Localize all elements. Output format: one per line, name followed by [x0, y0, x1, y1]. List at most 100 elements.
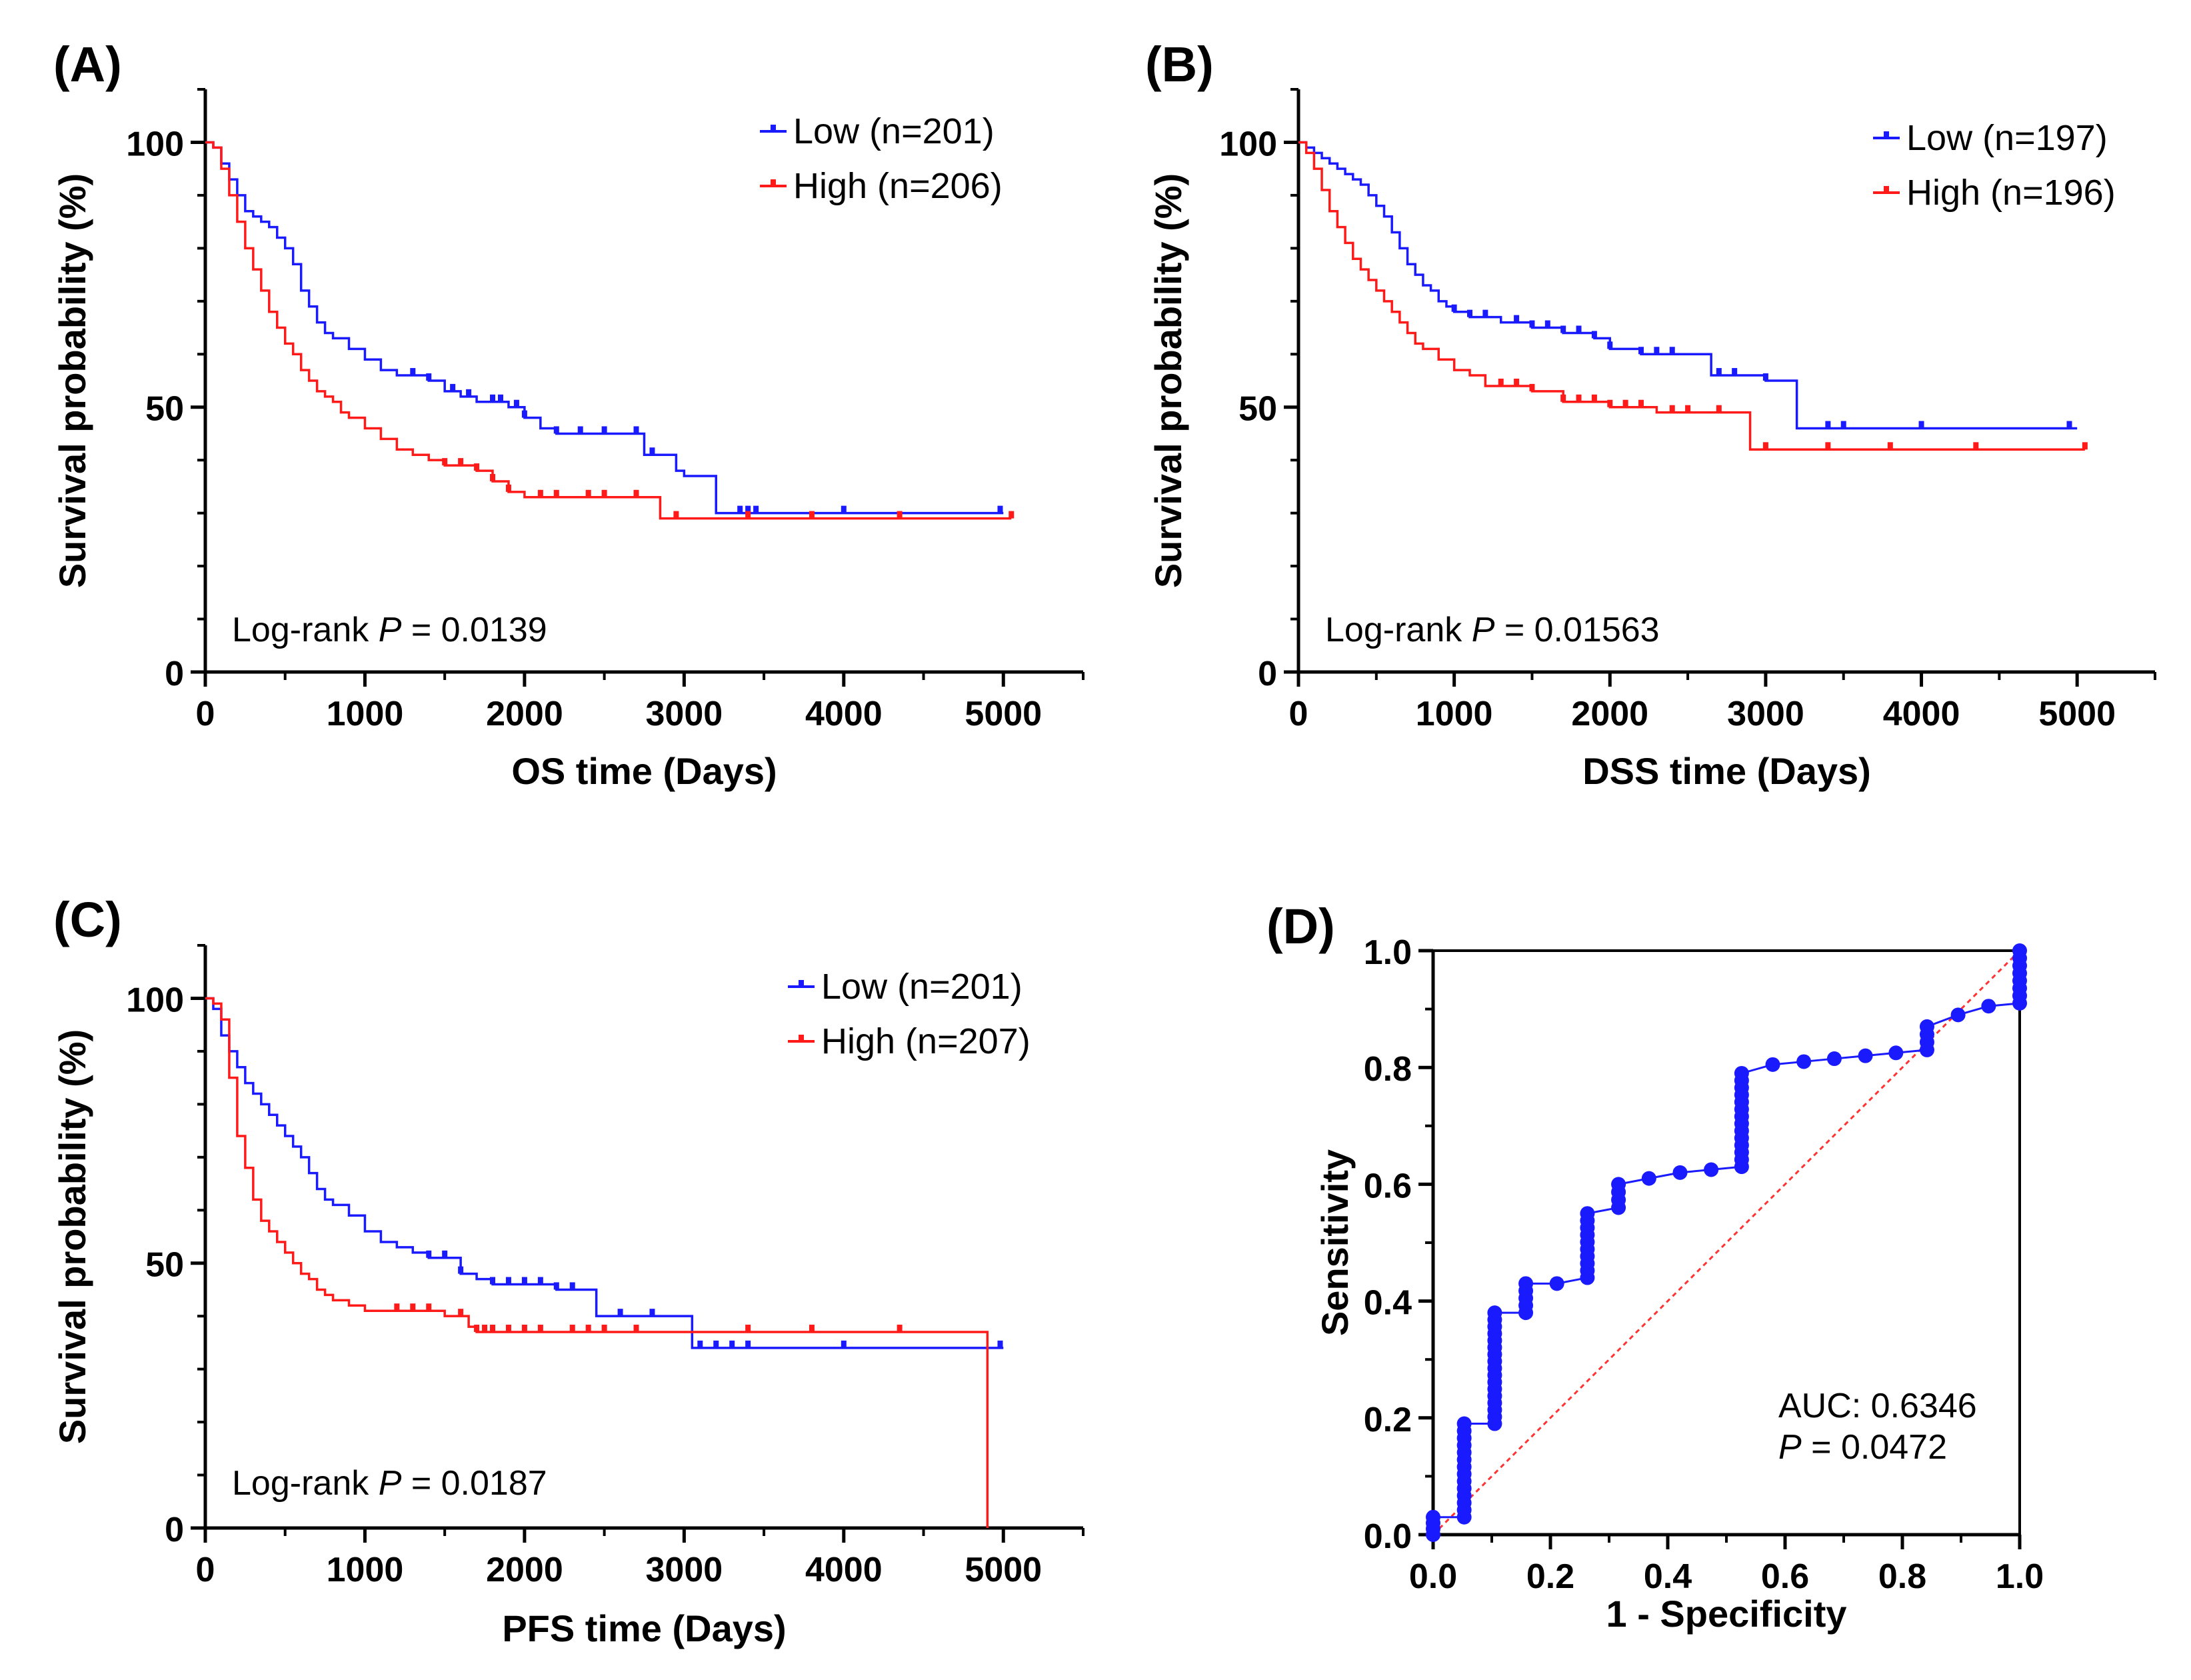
annotation-value: = 0.01563	[1494, 611, 1659, 649]
censor-mark-high	[1498, 378, 1504, 386]
censor-mark-low	[505, 1277, 511, 1285]
roc-point	[1518, 1276, 1534, 1291]
y-tick-label: 0	[165, 655, 184, 693]
censor-mark-high	[1591, 394, 1597, 402]
censor-mark-high	[2082, 442, 2088, 450]
roc-point	[1888, 1045, 1904, 1061]
roc-point	[1426, 1509, 1440, 1525]
censor-mark-high	[458, 458, 464, 466]
censor-mark-high	[809, 1325, 815, 1333]
x-tick-label: 4000	[805, 1551, 883, 1589]
p-value-annotation: Log-rank P = 0.01563	[1325, 611, 1660, 649]
x-tick-label: 5000	[2038, 695, 2116, 733]
x-tick-label: 2000	[486, 695, 563, 733]
censor-mark-high	[474, 1325, 480, 1333]
censor-mark-low	[1654, 347, 1660, 355]
censor-mark-low	[577, 426, 583, 434]
legend-marker-low	[1884, 131, 1889, 138]
censor-mark-low	[1529, 320, 1535, 328]
annotation-p: P	[379, 611, 402, 649]
y-tick-label: 0	[165, 1511, 184, 1549]
y-tick-label: 100	[126, 981, 184, 1019]
censor-mark-low	[2066, 421, 2072, 429]
roc-point	[1734, 1065, 1749, 1081]
y-tick-label: 100	[1219, 125, 1277, 163]
x-tick-label: 5000	[965, 695, 1042, 733]
censor-mark-low	[1607, 341, 1613, 349]
legend-marker-low	[799, 980, 804, 987]
roc-point	[1580, 1206, 1595, 1221]
censor-mark-low	[713, 1340, 719, 1348]
x-axis-title: DSS time (Days)	[1582, 750, 1871, 792]
censor-mark-high	[1622, 399, 1628, 407]
panel-label: (A)	[53, 37, 122, 92]
censor-mark-low	[1840, 421, 1846, 429]
x-tick-label: 0.4	[1644, 1557, 1692, 1596]
auc-annotation: AUC: 0.6346	[1778, 1387, 1977, 1425]
censor-mark-low	[649, 1309, 655, 1317]
censor-mark-low	[553, 1282, 559, 1290]
km-curve-low	[205, 997, 1004, 1349]
legend-marker-high	[799, 1035, 804, 1041]
censor-mark-high	[601, 1325, 607, 1333]
panel-label: (C)	[53, 892, 122, 947]
legend-marker-high	[1884, 186, 1889, 193]
legend-marker-high	[771, 179, 776, 186]
roc-point	[1704, 1162, 1719, 1177]
censor-mark-high	[426, 1303, 432, 1311]
y-tick-label: 50	[1238, 390, 1277, 429]
roc-point	[1981, 999, 1996, 1014]
x-tick-label: 1000	[327, 1551, 404, 1589]
censor-mark-low	[1638, 347, 1644, 355]
censor-mark-low	[497, 394, 503, 402]
censor-mark-high	[490, 473, 496, 481]
censor-mark-low	[442, 1250, 448, 1258]
censor-mark-high	[458, 1309, 464, 1317]
x-tick-label: 3000	[1727, 695, 1804, 733]
annotation-p: P	[379, 1464, 402, 1503]
roc-point	[2012, 943, 2027, 958]
censor-mark-low	[458, 1266, 464, 1274]
km-curve-low	[1298, 141, 2078, 430]
censor-mark-low	[997, 505, 1003, 513]
y-tick-label: 0.4	[1364, 1284, 1412, 1323]
roc-point	[1549, 1276, 1564, 1291]
censor-mark-low	[737, 505, 743, 513]
censor-mark-high	[1887, 442, 1893, 450]
censor-mark-low	[450, 383, 456, 391]
censor-mark-high	[537, 1325, 543, 1333]
y-tick-label: 50	[145, 1246, 184, 1285]
censor-mark-low	[697, 1340, 703, 1348]
censor-mark-low	[617, 1309, 623, 1317]
censor-mark-low	[1544, 320, 1550, 328]
censor-mark-high	[1825, 442, 1831, 450]
annotation-value: = 0.0187	[401, 1464, 547, 1503]
censor-mark-high	[1009, 511, 1015, 519]
censor-mark-high	[673, 511, 679, 519]
censor-mark-high	[1685, 405, 1691, 413]
censor-mark-high	[1607, 399, 1613, 407]
censor-mark-low	[997, 1340, 1003, 1348]
panel-d: (D) 0.0 0.2 0.4 0.6 0.8 1.0 0.0 0.2 0.4 0.6 0.8 1.0 1…	[1266, 899, 2044, 1635]
censor-mark-high	[601, 489, 607, 497]
censor-mark-low	[1576, 325, 1582, 333]
y-tick-label: 0.6	[1364, 1167, 1412, 1205]
annotation-p: P	[1472, 611, 1495, 649]
censor-mark-high	[1576, 394, 1582, 402]
censor-mark-high	[1560, 394, 1566, 402]
annotation-prefix: Log-rank	[232, 611, 379, 649]
roc-point	[1672, 1165, 1688, 1180]
censor-mark-high	[585, 489, 591, 497]
y-tick-label: 0.8	[1364, 1050, 1412, 1089]
censor-mark-low	[649, 447, 655, 455]
censor-mark-high	[482, 1325, 488, 1333]
legend-label-low: Low (n=201)	[793, 111, 995, 151]
censor-mark-low	[841, 505, 847, 513]
x-axis-title: 1 - Specificity	[1606, 1593, 1846, 1635]
censor-mark-low	[426, 373, 432, 381]
censor-mark-high	[394, 1303, 400, 1311]
censor-mark-low	[841, 1340, 847, 1348]
y-tick-label: 0.2	[1364, 1401, 1412, 1439]
